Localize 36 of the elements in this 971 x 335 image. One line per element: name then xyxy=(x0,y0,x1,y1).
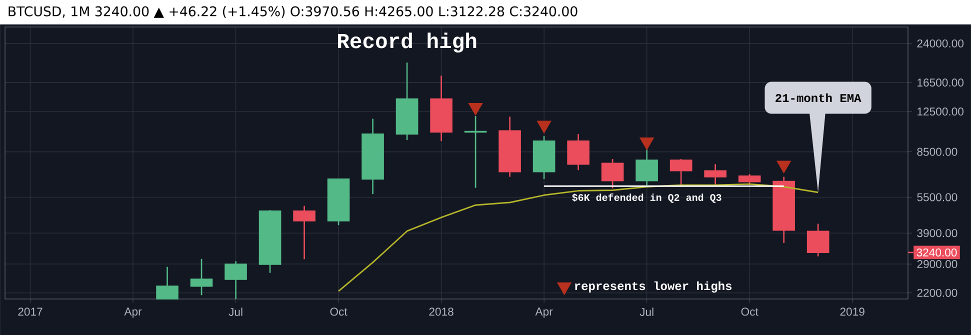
x-tick-label: Oct xyxy=(741,308,758,316)
x-tick-label: Apr xyxy=(535,308,553,318)
y-tick-label: 16500.00 xyxy=(918,78,964,87)
y-tick-label: 2900.00 xyxy=(917,260,958,268)
candlestick xyxy=(190,258,213,296)
line-series xyxy=(338,183,819,292)
x-tick-label: 2018 xyxy=(429,308,454,316)
candlestick xyxy=(704,164,726,186)
x-tick-label: Oct xyxy=(330,308,348,316)
chart-title: BTCUSD, 1M 3240.00 ▲ +46.22 (+1.45%) O:3970.56 H:4265.00 L:3122.28 C:3240.00 xyxy=(8,6,578,18)
y-tick-label: 2200.00 xyxy=(917,288,958,297)
y-tick-label: 8500.00 xyxy=(917,148,958,156)
candlestick xyxy=(293,205,316,260)
candlestick xyxy=(224,260,247,300)
y-tick-label: 5500.00 xyxy=(917,193,958,202)
candlestick xyxy=(806,223,830,257)
annotation: Record high xyxy=(338,32,476,53)
x-tick-label: 2017 xyxy=(18,308,42,316)
candlestick xyxy=(156,266,178,300)
ref-line-label: 3240.00 xyxy=(916,248,957,256)
y-tick-label: 3900.00 xyxy=(917,229,958,238)
point xyxy=(536,120,552,134)
x-tick-label: Jul xyxy=(640,308,654,316)
candlestick xyxy=(670,158,692,188)
candlestick xyxy=(601,158,624,189)
point xyxy=(640,137,654,150)
y-tick-label: 24000.00 xyxy=(917,39,964,48)
point xyxy=(776,160,792,174)
y-tick-label: 12500.00 xyxy=(918,108,964,116)
legend-label: represents lower highs xyxy=(575,281,732,293)
x-tick-label: Apr xyxy=(124,308,142,318)
candlestick xyxy=(567,133,590,171)
x-tick-label: Jul xyxy=(228,308,242,316)
annotation: $6K defended in Q2 and Q3 xyxy=(572,193,722,203)
x-tick-label: 2019 xyxy=(840,308,864,316)
text: 21-month EMA xyxy=(776,93,862,102)
